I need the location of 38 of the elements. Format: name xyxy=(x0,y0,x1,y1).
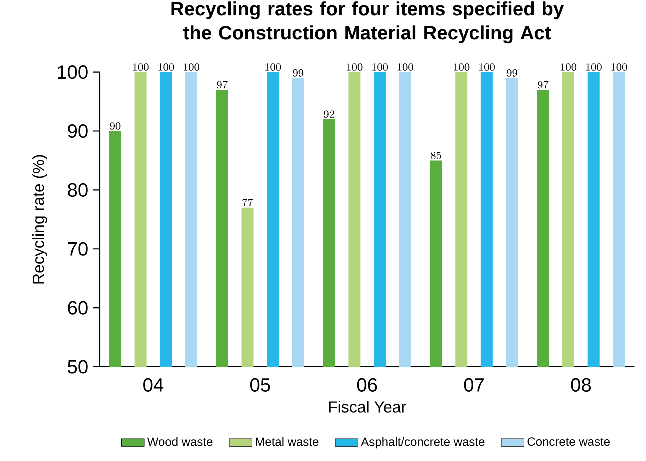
y-tick-label: 80 xyxy=(68,183,88,197)
x-tick-label: 07 xyxy=(464,378,484,392)
y-tick-label: 50 xyxy=(68,360,88,374)
data-label: 100 xyxy=(158,64,174,71)
data-label: 100 xyxy=(454,64,470,71)
y-tick-label: 90 xyxy=(68,124,88,138)
y-tick-label: 70 xyxy=(68,242,88,256)
data-label: 97 xyxy=(538,81,549,89)
legend-label: Wood waste xyxy=(147,437,213,446)
chart-title: Recycling rates for four items specified by the Construction Material Recycling Act xyxy=(172,2,564,44)
data-label: 100 xyxy=(372,64,388,71)
y-tick-label: 60 xyxy=(68,301,88,315)
data-label: 100 xyxy=(479,64,495,71)
data-label: 92 xyxy=(324,110,334,118)
data-label: 99 xyxy=(293,70,304,77)
legend-label: Metal waste xyxy=(256,437,319,446)
data-label: 77 xyxy=(242,199,254,207)
data-label: 100 xyxy=(184,64,200,71)
legend-label: Concrete waste xyxy=(528,438,610,446)
x-tick-label: 06 xyxy=(357,378,378,392)
data-label: 85 xyxy=(431,152,442,160)
x-axis-title: Fiscal Year xyxy=(329,401,406,413)
data-label: 100 xyxy=(398,64,414,71)
y-tick-label: 100 xyxy=(58,66,88,80)
data-label: 100 xyxy=(561,64,577,71)
x-tick-label: 08 xyxy=(571,378,592,392)
data-label: 100 xyxy=(133,64,149,71)
y-axis-title: Recycling rate (%) xyxy=(32,155,48,284)
data-label: 90 xyxy=(110,122,121,130)
data-label: 100 xyxy=(266,64,282,71)
data-label: 99 xyxy=(507,70,518,77)
data-label: 100 xyxy=(586,64,602,71)
data-label: 100 xyxy=(612,64,628,71)
x-tick-label: 04 xyxy=(144,378,164,392)
legend-label: Asphalt/concrete waste xyxy=(361,437,485,449)
data-label: 97 xyxy=(217,81,228,89)
data-label: 100 xyxy=(347,64,363,71)
x-tick-label: 05 xyxy=(250,378,270,392)
